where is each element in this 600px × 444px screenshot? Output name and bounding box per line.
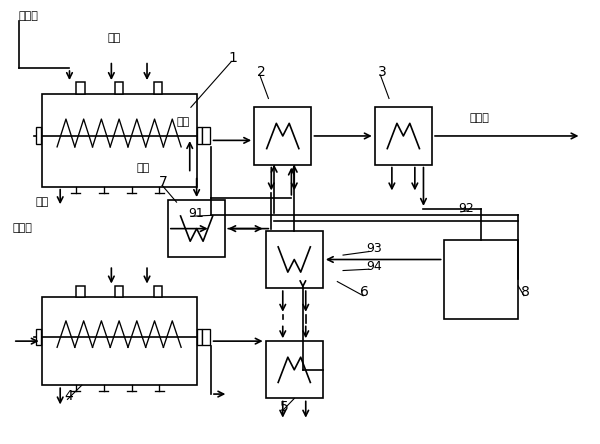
Text: 疏水: 疏水 (36, 197, 49, 206)
Bar (76, 82, 85, 94)
Bar (266, 341, 323, 398)
Text: 7: 7 (160, 175, 168, 189)
Bar (254, 107, 311, 165)
Bar (266, 231, 323, 288)
Bar (76, 285, 85, 297)
Text: 92: 92 (458, 202, 473, 215)
Text: 湿污泥: 湿污泥 (19, 11, 38, 21)
Bar (115, 285, 124, 297)
Text: 4: 4 (65, 389, 73, 403)
Text: 1: 1 (228, 52, 237, 65)
Bar (35, 127, 41, 144)
Bar (154, 285, 162, 297)
Bar (41, 297, 197, 385)
Bar (202, 127, 210, 144)
Bar (154, 82, 162, 94)
Text: 8: 8 (521, 285, 530, 299)
Text: 疏水: 疏水 (176, 117, 190, 127)
Text: 蒸汽: 蒸汽 (136, 163, 149, 174)
Bar (374, 107, 432, 165)
Bar (443, 240, 518, 319)
Text: 94: 94 (366, 260, 382, 273)
Text: 3: 3 (377, 65, 386, 79)
Text: 93: 93 (366, 242, 382, 255)
Bar (115, 82, 124, 94)
Bar (35, 329, 41, 345)
Bar (202, 329, 210, 345)
Text: 冷凝水: 冷凝水 (469, 113, 489, 123)
Bar (197, 127, 202, 144)
Text: 湿污泥: 湿污泥 (13, 223, 33, 233)
Text: 2: 2 (257, 65, 266, 79)
Text: 蒸汽: 蒸汽 (107, 33, 121, 44)
Bar (168, 200, 226, 257)
Bar (41, 94, 197, 187)
Text: 91: 91 (188, 207, 204, 220)
Text: 5: 5 (280, 400, 289, 414)
Text: 6: 6 (360, 285, 369, 299)
Bar (197, 329, 202, 345)
